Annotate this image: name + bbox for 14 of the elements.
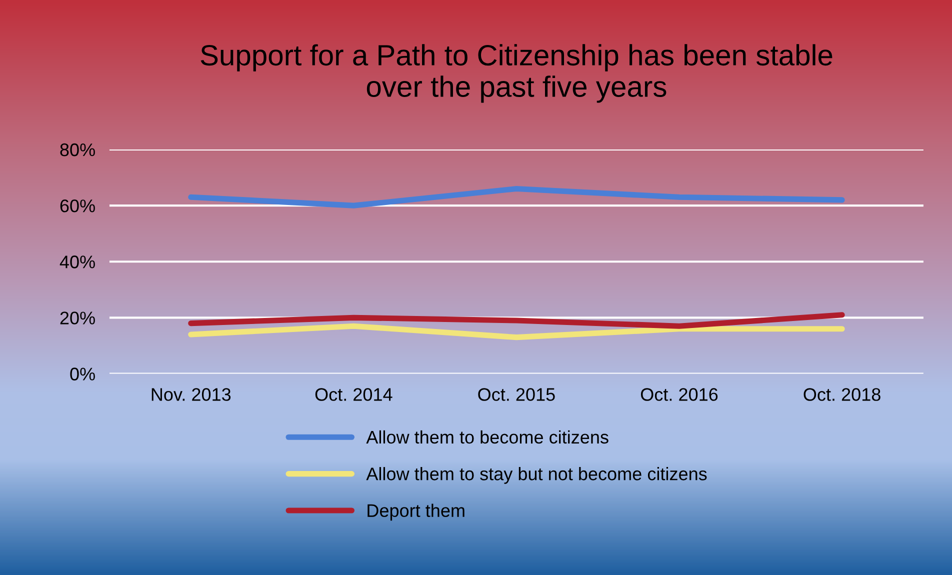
y-tick-label: 0%: [70, 368, 95, 380]
legend-label: Deport them: [368, 504, 464, 521]
x-tick-label: Oct. 2018: [804, 388, 880, 401]
x-tick-label: Nov. 2013: [152, 388, 231, 401]
x-tick-label: Oct. 2015: [478, 388, 555, 401]
y-tick-label: 60%: [60, 199, 95, 212]
x-tick-label: Oct. 2014: [315, 388, 392, 401]
x-tick-label: Oct. 2016: [640, 388, 718, 401]
legend-label: Allow them to become citizens: [366, 430, 608, 444]
y-tick-label: 80%: [60, 143, 95, 156]
chart-title: Support for a Path to Citizenship has been stable over the past five years: [200, 44, 832, 103]
y-tick-label: 20%: [60, 312, 95, 324]
y-tick-label: 40%: [60, 256, 95, 268]
legend-label: Allow them to stay but not become citizens: [366, 467, 707, 484]
